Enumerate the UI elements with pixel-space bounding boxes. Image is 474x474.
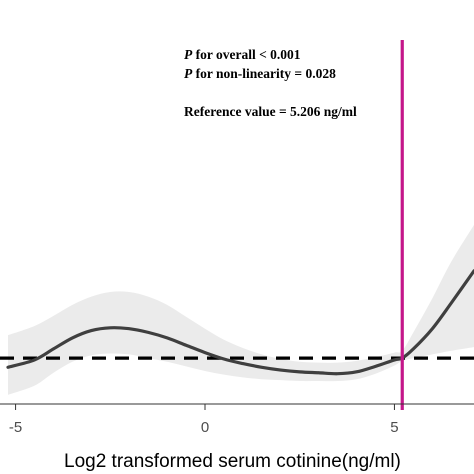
x-axis-title: Log2 transformed serum cotinine(ng/ml) — [64, 451, 401, 472]
x-tick-label: 5 — [390, 419, 398, 436]
p-overall-annotation: P for overall < 0.001 — [184, 47, 301, 62]
x-tick-label: -5 — [9, 419, 22, 436]
p-overall-text: for overall < 0.001 — [192, 47, 301, 62]
p-overall-symbol: P — [184, 47, 193, 62]
x-tick-label: 0 — [201, 419, 209, 436]
x-axis-ticks: -5 0 5 — [9, 404, 399, 436]
p-nonlinearity-annotation: P for non-linearity = 0.028 — [184, 66, 336, 81]
p-nonlinearity-symbol: P — [184, 66, 193, 81]
reference-value-annotation: Reference value = 5.206 ng/ml — [184, 104, 357, 119]
confidence-band — [8, 224, 474, 395]
p-nonlinearity-text: for non-linearity = 0.028 — [192, 66, 336, 81]
